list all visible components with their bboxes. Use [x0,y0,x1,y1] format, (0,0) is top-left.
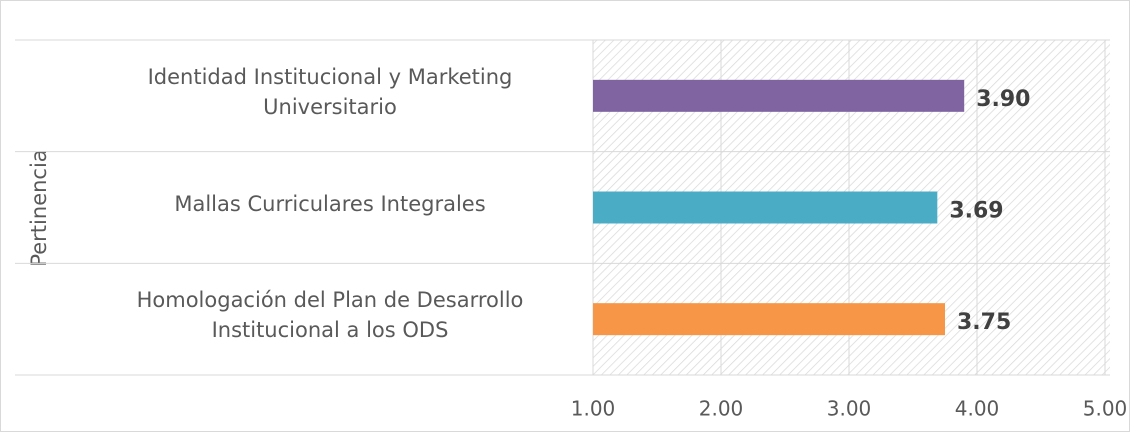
bar [593,303,945,336]
x-tick-label: 5.00 [1083,397,1128,421]
axis-group-label: Pertinencia [27,149,51,266]
bar [593,191,938,224]
value-label: 3.69 [949,199,1003,224]
x-tick-label: 3.00 [827,397,872,421]
category-label: Mallas Curriculares Integrales [174,191,486,216]
category-label: Homologación del Plan de Desarrollo Inst… [136,288,524,343]
value-label: 3.90 [976,87,1030,112]
category-label: Identidad Institucional y Marketing Univ… [147,64,513,119]
bar [593,79,965,112]
x-tick-label: 1.00 [571,397,616,421]
x-tick-label: 4.00 [955,397,1000,421]
x-tick-label: 2.00 [699,397,744,421]
value-label: 3.75 [957,310,1011,335]
